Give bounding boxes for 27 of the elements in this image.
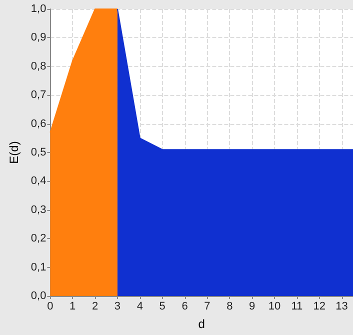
- x-tick-label: 13: [336, 300, 348, 312]
- y-axis-title: E(d): [7, 141, 21, 164]
- x-tick-label: 0: [47, 300, 54, 312]
- y-tick-label: 0,7: [30, 89, 46, 102]
- x-tick-label: 6: [182, 300, 188, 312]
- x-tick-label: 1: [70, 300, 76, 312]
- x-tick-label: 7: [204, 300, 210, 312]
- y-tick-label: 0,0: [30, 290, 46, 302]
- x-tick-label: 9: [249, 300, 256, 312]
- x-tick-label: 12: [313, 300, 326, 312]
- x-tick-label: 11: [291, 300, 303, 312]
- x-tick-label: 10: [268, 300, 281, 312]
- y-tick-label: 0,2: [30, 232, 46, 245]
- y-tick-label: 0,9: [30, 32, 46, 44]
- y-tick-label: 0,3: [30, 204, 46, 216]
- y-tick-label: 0,5: [30, 146, 46, 158]
- x-tick-label: 4: [136, 300, 143, 312]
- y-tick-label: 0,1: [30, 261, 46, 274]
- y-tick-label: 0,8: [30, 60, 46, 72]
- x-tick-label: 8: [226, 300, 233, 312]
- x-tick-label: 3: [114, 300, 121, 312]
- y-tick-label: 0,6: [30, 118, 46, 130]
- x-tick-label: 2: [92, 300, 98, 312]
- y-tick-label: 0,4: [30, 175, 46, 188]
- x-tick-label: 5: [159, 300, 166, 312]
- x-axis-title: d: [198, 317, 205, 331]
- y-tick-label: 1,0: [30, 3, 46, 15]
